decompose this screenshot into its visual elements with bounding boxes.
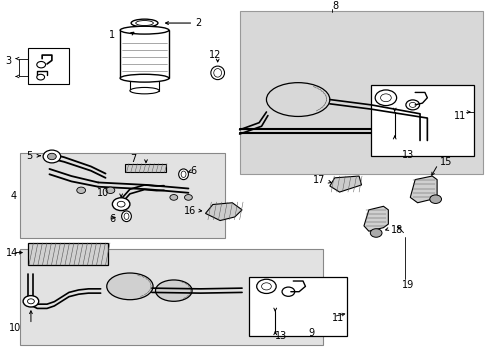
Ellipse shape xyxy=(136,21,153,26)
Circle shape xyxy=(374,90,396,105)
Circle shape xyxy=(408,102,415,107)
Text: 15: 15 xyxy=(439,157,451,167)
Ellipse shape xyxy=(210,66,224,80)
Polygon shape xyxy=(205,203,242,221)
Circle shape xyxy=(112,198,130,211)
Text: 7: 7 xyxy=(130,154,137,164)
Text: 17: 17 xyxy=(312,175,325,185)
Text: 1: 1 xyxy=(109,30,115,40)
Text: 19: 19 xyxy=(401,280,413,289)
Polygon shape xyxy=(363,206,387,231)
Circle shape xyxy=(261,283,271,290)
Circle shape xyxy=(23,296,39,307)
Text: 3: 3 xyxy=(5,56,12,66)
Bar xyxy=(120,30,168,78)
Text: 14: 14 xyxy=(5,248,18,257)
Bar xyxy=(20,249,322,345)
Ellipse shape xyxy=(124,213,129,220)
Ellipse shape xyxy=(178,169,188,180)
Circle shape xyxy=(37,62,45,68)
Text: 13: 13 xyxy=(274,331,286,341)
Text: 10: 10 xyxy=(9,323,21,333)
Circle shape xyxy=(47,153,56,160)
Text: 10: 10 xyxy=(97,188,109,198)
Ellipse shape xyxy=(213,69,221,77)
Circle shape xyxy=(117,201,125,207)
Circle shape xyxy=(282,287,294,296)
Circle shape xyxy=(37,74,44,80)
Ellipse shape xyxy=(130,87,159,94)
Circle shape xyxy=(43,150,61,163)
Text: 2: 2 xyxy=(195,18,202,28)
Ellipse shape xyxy=(155,280,192,301)
Circle shape xyxy=(77,187,85,193)
Text: 8: 8 xyxy=(331,1,338,11)
Circle shape xyxy=(184,194,192,200)
Text: 18: 18 xyxy=(390,225,402,235)
Text: 9: 9 xyxy=(307,328,313,338)
Ellipse shape xyxy=(131,19,158,27)
Text: 6: 6 xyxy=(190,166,197,176)
Text: 6: 6 xyxy=(109,214,115,224)
Bar xyxy=(27,48,69,84)
Text: 11: 11 xyxy=(453,111,466,121)
Circle shape xyxy=(169,194,177,200)
Bar xyxy=(249,278,346,336)
Bar xyxy=(239,10,483,174)
Circle shape xyxy=(429,195,441,203)
Text: 5: 5 xyxy=(26,152,32,162)
Circle shape xyxy=(369,229,381,237)
Ellipse shape xyxy=(181,171,185,177)
Text: 12: 12 xyxy=(209,50,221,60)
Circle shape xyxy=(106,187,115,193)
Circle shape xyxy=(405,100,419,110)
Bar xyxy=(125,163,166,172)
Polygon shape xyxy=(329,176,361,192)
Ellipse shape xyxy=(120,26,168,34)
Circle shape xyxy=(380,94,390,102)
Circle shape xyxy=(27,299,34,304)
Bar xyxy=(27,243,108,265)
Bar xyxy=(370,85,473,157)
Bar xyxy=(130,77,159,91)
Text: 16: 16 xyxy=(183,206,195,216)
Circle shape xyxy=(256,279,276,293)
Text: 13: 13 xyxy=(401,150,413,160)
Ellipse shape xyxy=(122,211,131,222)
Polygon shape xyxy=(409,176,436,203)
Ellipse shape xyxy=(266,83,329,116)
Text: 11: 11 xyxy=(331,314,344,323)
Text: 4: 4 xyxy=(10,191,17,201)
Bar xyxy=(20,153,224,238)
Ellipse shape xyxy=(120,74,168,82)
Ellipse shape xyxy=(106,273,153,300)
